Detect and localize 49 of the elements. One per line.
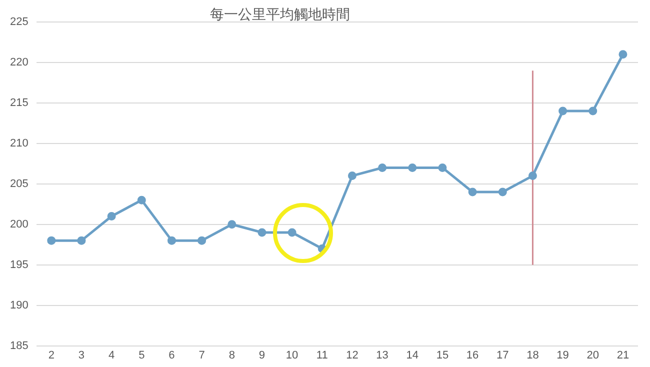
x-tick-label: 2 (48, 349, 54, 362)
point (258, 228, 266, 237)
x-tick-label: 13 (376, 349, 388, 362)
x-tick-label: 9 (258, 349, 266, 362)
point (137, 196, 146, 204)
x-tick-label: 12 (346, 349, 358, 362)
point (468, 188, 477, 196)
x-tick-label: 21 (616, 349, 630, 362)
point (348, 172, 356, 180)
point (198, 236, 206, 245)
point (618, 50, 628, 59)
x-tick-label: 3 (78, 349, 85, 362)
x-tick-label: 4 (108, 349, 115, 362)
y-tick-label: 200 (10, 218, 28, 230)
point (228, 220, 236, 229)
chart-title: 每一公里平均觸地時間 (210, 7, 350, 23)
x-tick-label: 8 (228, 349, 235, 362)
point (438, 163, 447, 172)
x-tick-label: 17 (496, 349, 509, 362)
point (408, 163, 417, 172)
point (47, 236, 56, 245)
y-tick-label: 205 (10, 178, 28, 190)
x-tick-label: 10 (286, 349, 298, 362)
point (288, 228, 296, 237)
x-tick-label: 15 (436, 349, 449, 362)
x-tick-label: 6 (168, 349, 175, 362)
point (167, 236, 176, 245)
x-tick-label: 14 (406, 349, 419, 362)
x-tick-label: 20 (586, 349, 599, 362)
y-tick-label: 195 (10, 258, 28, 271)
point (77, 236, 86, 245)
y-tick-label: 215 (10, 96, 28, 109)
y-tick-label: 185 (10, 340, 28, 352)
x-tick-label: 11 (316, 349, 328, 362)
y-tick-label: 225 (10, 16, 28, 28)
point (558, 106, 568, 116)
point (528, 172, 537, 180)
point (107, 212, 116, 221)
y-tick-label: 210 (10, 137, 28, 150)
x-tick-label: 7 (198, 349, 205, 362)
point (588, 106, 598, 116)
x-tick-label: 16 (466, 349, 479, 362)
x-tick-label: 19 (556, 349, 569, 362)
x-tick-label: 5 (138, 349, 145, 362)
x-tick-label: 18 (526, 349, 539, 362)
point (498, 188, 507, 196)
y-tick-label: 220 (10, 56, 28, 69)
point (378, 163, 387, 172)
y-tick-label: 190 (10, 299, 28, 312)
